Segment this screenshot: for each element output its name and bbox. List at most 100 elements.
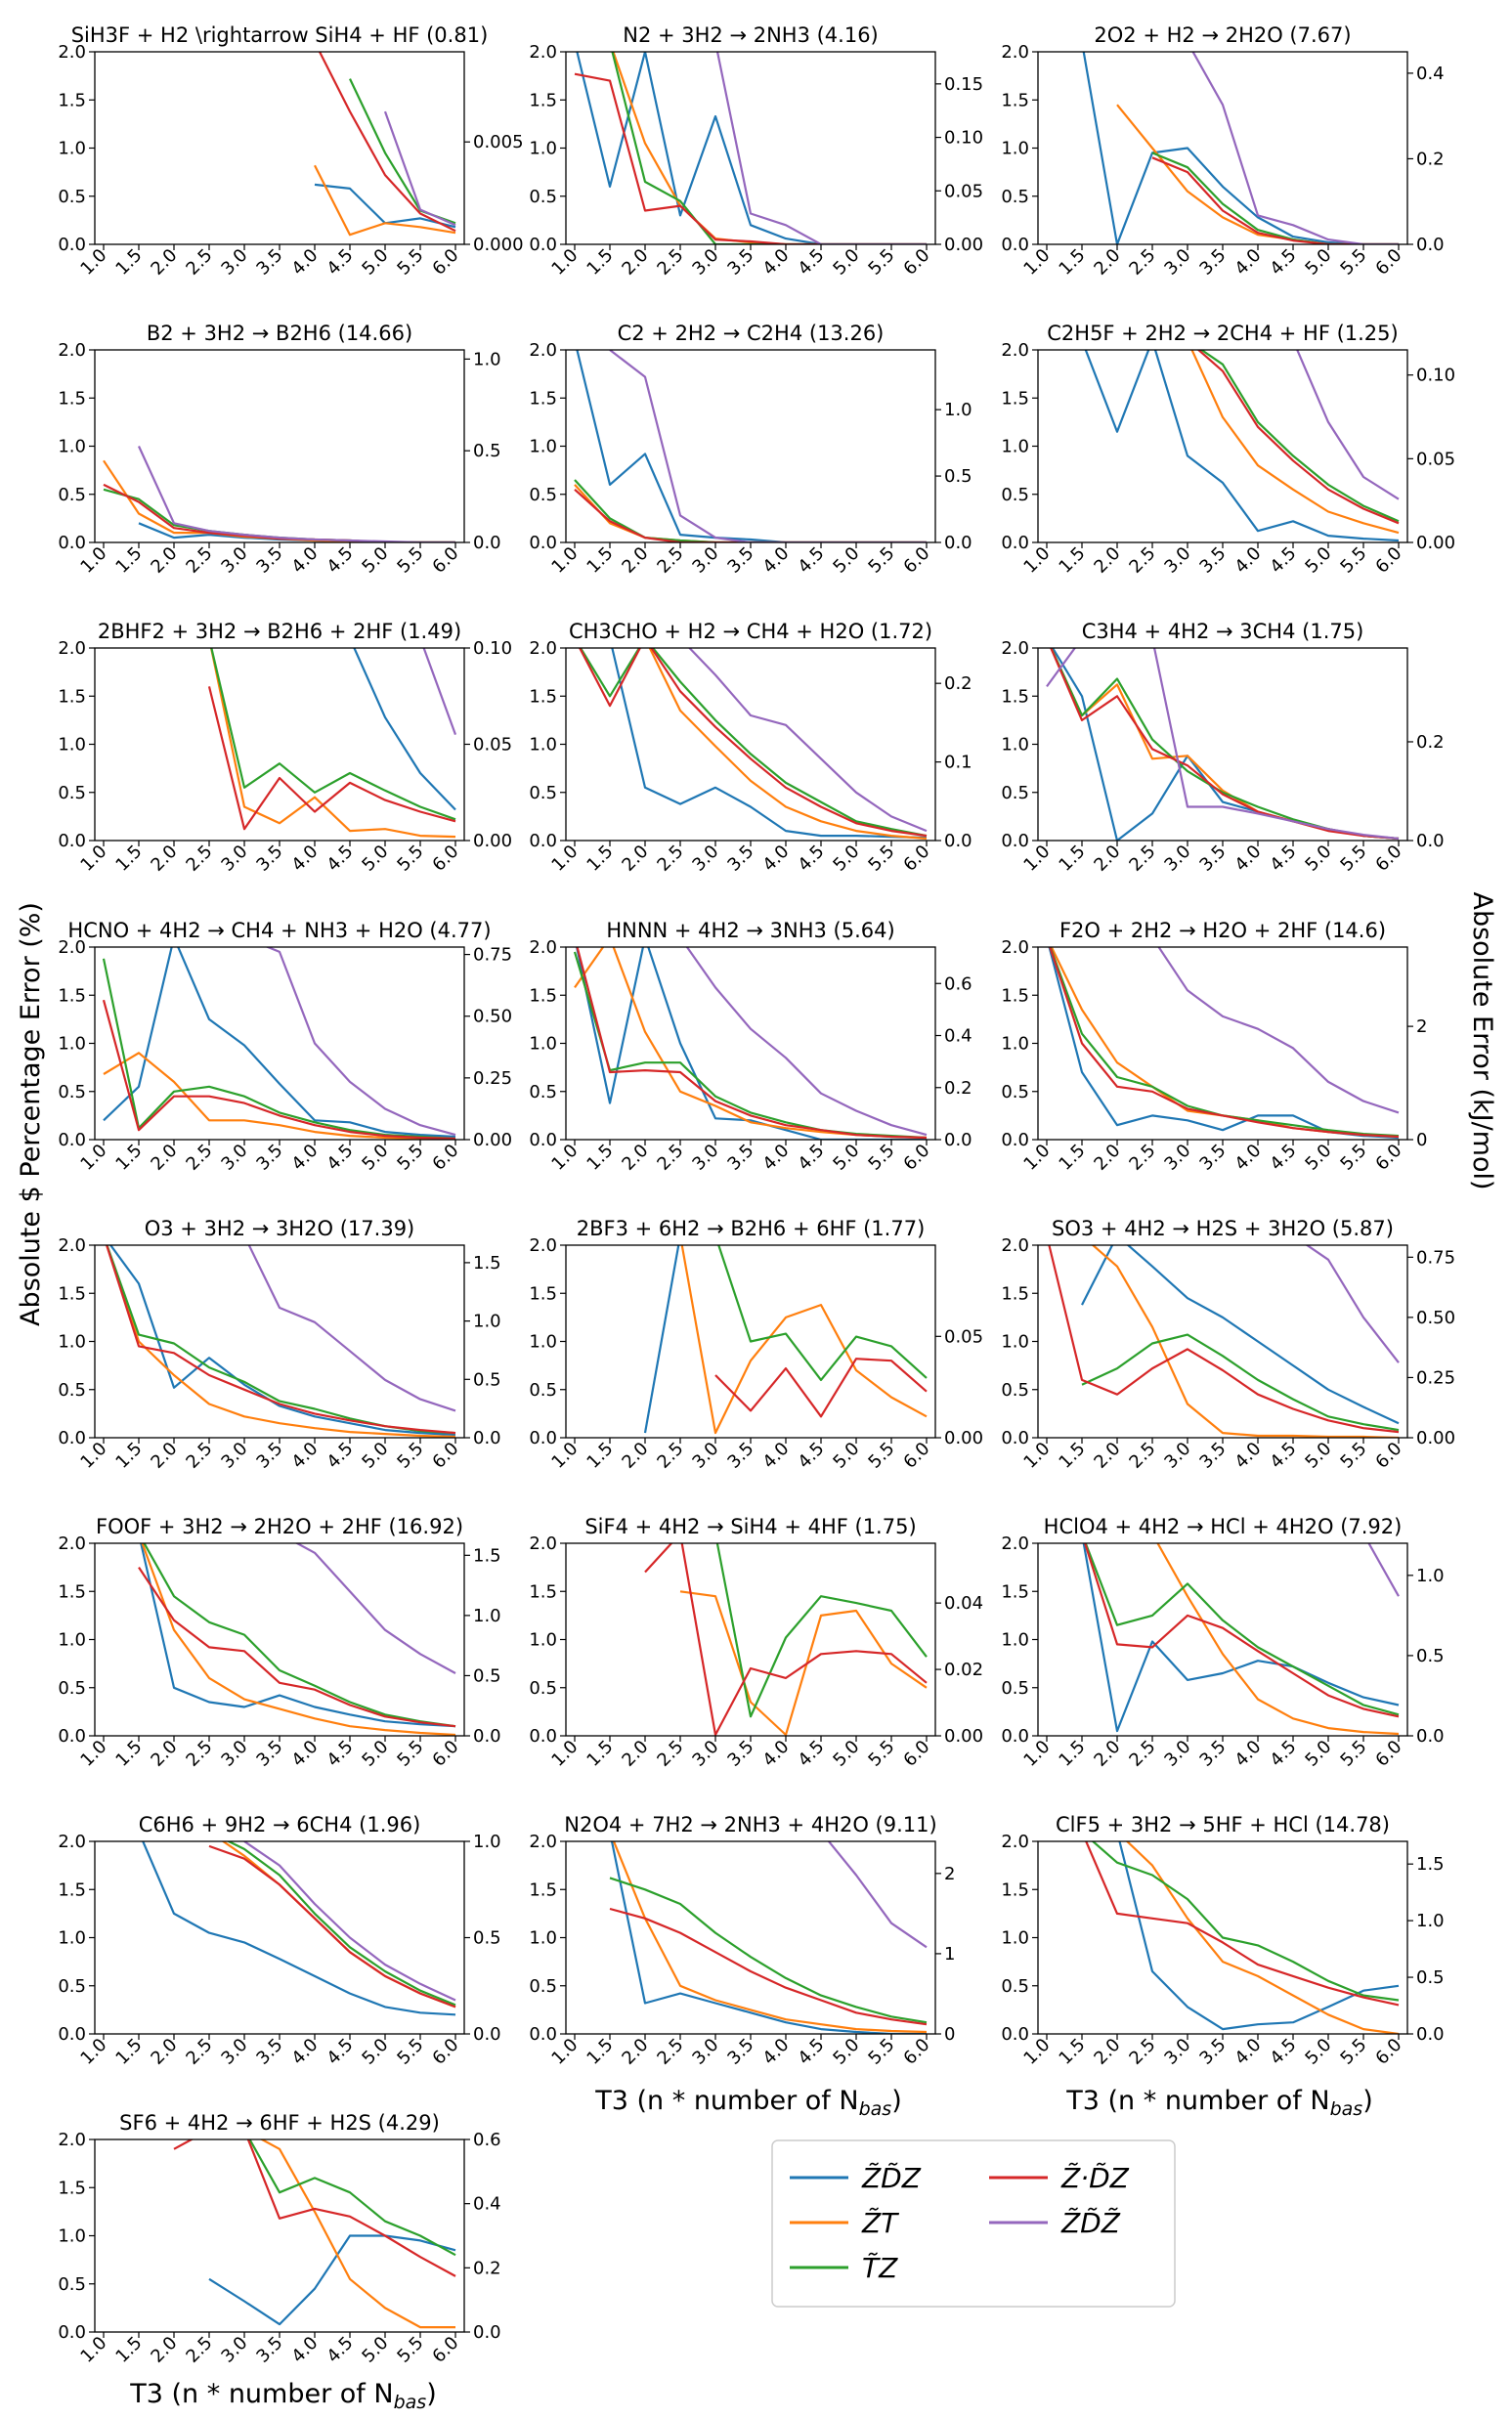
chart-title: C2H5F + 2H2 → 2CH4 + HF (1.25) [1047,322,1398,345]
x-tick-label: 3.5 [1195,1141,1230,1175]
series-line-ZT [680,1245,928,1435]
x-tick-label: 4.0 [758,842,793,876]
y2-tick-label: 0 [1416,1130,1427,1150]
y-tick-label: 2.0 [1001,1235,1029,1256]
y-tick-label: 1.0 [58,2226,86,2247]
x-tick-label: 3.5 [1195,1737,1230,1771]
x-tick-label: 5.0 [358,842,392,876]
series-line-TZ [1151,151,1399,244]
y2-tick-label: 0.0 [473,2024,501,2045]
series-line-ZT [1190,350,1400,535]
y2-tick-label: 0.2 [944,673,972,694]
y-tick-label: 0.0 [529,235,557,255]
series-group [173,2139,456,2329]
x-tick-label: 2.0 [1090,1439,1124,1473]
x-tick-label: 2.5 [182,2035,216,2069]
x-tick-label: 3.5 [723,1439,757,1473]
series-line-ZdDZ [644,1543,928,1736]
series-line-TZ [102,958,456,1140]
plot-frame [565,946,936,1141]
series-line-ZDZ [576,350,927,542]
x-tick-label: 2.5 [182,543,216,578]
chart-title: N2 + 3H2 → 2NH3 (4.16) [623,23,879,47]
plot-frame [94,946,465,1141]
x-tick-label: 5.5 [864,543,898,578]
y-tick-label: 1.0 [529,139,557,159]
x-tick-label: 2.5 [653,1737,687,1771]
chart-title: FOOF + 3H2 → 2H2O + 2HF (16.92) [96,1515,463,1538]
x-tick-label: 4.5 [794,1737,828,1771]
series-line-ZDZt [247,1245,456,1412]
x-tick-label: 4.5 [794,543,828,578]
y2-tick-label: 1.0 [1416,1566,1445,1586]
series-line-TZ [1084,1543,1400,1716]
y-tick-label: 1.0 [58,1928,86,1949]
y-tick-label: 0.0 [58,533,86,553]
y2-tick-label: 0.2 [1416,732,1445,753]
x-tick-label: 2.5 [653,2035,687,2069]
x-tick-label: 3.5 [252,1737,286,1771]
x-tick-label: 4.0 [1231,543,1265,578]
y2-tick-label: 0.0 [473,533,501,553]
y-tick-label: 0.5 [58,783,86,803]
y-tick-label: 2.0 [58,638,86,659]
y-tick-label: 1.5 [58,1879,86,1900]
legend-label-zt: Z̃T [861,2207,899,2239]
y-tick-label: 2.0 [529,638,557,659]
chart-title: B2 + 3H2 → B2H6 (14.66) [147,322,412,345]
y2-tick-label: 0.50 [1416,1308,1455,1328]
plot-frame [1037,1244,1408,1439]
series-line-ZDZt [1157,947,1400,1114]
y-tick-label: 1.0 [58,1332,86,1353]
plot-frame [94,2138,465,2333]
x-tick-label: 1.5 [1055,2035,1089,2069]
series-line-ZT [612,1841,928,2034]
y2-tick-label: 0.05 [473,735,512,756]
y-tick-label: 0.0 [1001,1130,1029,1150]
x-tick-label: 1.5 [111,1737,146,1771]
x-tick-label: 2.5 [1125,1737,1159,1771]
x-tick-label: 1.5 [1055,1737,1089,1771]
x-tick-label: 3.5 [252,245,286,280]
x-tick-label: 6.0 [1371,245,1405,280]
y-tick-label: 0.0 [529,1130,557,1150]
y-tick-label: 0.5 [529,187,557,207]
series-line-TZ [715,1543,928,1718]
y2-tick-label: 0.00 [944,235,983,255]
x-tick-label: 2.0 [147,543,181,578]
x-tick-label: 4.5 [323,2333,357,2367]
y-tick-label: 2.0 [529,1832,557,1852]
y2-tick-label: 0.02 [944,1660,983,1680]
chart-title: SO3 + 4H2 → H2S + 3H2O (5.87) [1052,1217,1394,1240]
x-tick-label: 6.0 [1371,1439,1405,1473]
x-tick-label: 6.0 [428,2035,462,2069]
series-line-TZ [573,951,928,1140]
y2-tick-label: 1.0 [944,400,972,420]
x-tick-label: 5.5 [393,842,427,876]
x-tick-label: 6.0 [899,543,933,578]
y2-tick-label: 0.0 [473,2322,501,2343]
y-tick-label: 0.5 [1001,1976,1029,1997]
chart-panel: N2 + 3H2 → 2NH3 (4.16)0.00.51.01.52.00.0… [529,23,983,280]
x-tick-label: 6.0 [428,1439,462,1473]
x-tick-label: 2.0 [1090,1141,1124,1175]
x-tick-label: 5.5 [864,245,898,280]
x-tick-label: 5.0 [358,245,392,280]
x-tick-label: 3.5 [723,1141,757,1175]
series-line-ZDZt [243,1841,456,2002]
series-line-ZdDZ [1151,156,1399,244]
x-tick-label: 4.0 [758,1141,793,1175]
y-tick-label: 1.5 [58,2178,86,2198]
x-tick-label: 2.5 [653,245,687,280]
y-tick-label: 2.0 [58,42,86,63]
y-tick-label: 0.5 [529,1678,557,1699]
chart-panel: C6H6 + 9H2 → 6CH4 (1.96)0.00.51.01.52.00… [58,1813,500,2069]
x-tick-label: 5.5 [1336,1141,1370,1175]
y2-tick-label: 0.00 [944,1726,983,1747]
y-tick-label: 1.0 [529,437,557,457]
y-tick-label: 1.0 [529,1034,557,1055]
series-line-ZDZ [1081,1245,1400,1425]
x-tick-label: 5.0 [829,543,863,578]
x-tick-label: 4.5 [1266,543,1300,578]
